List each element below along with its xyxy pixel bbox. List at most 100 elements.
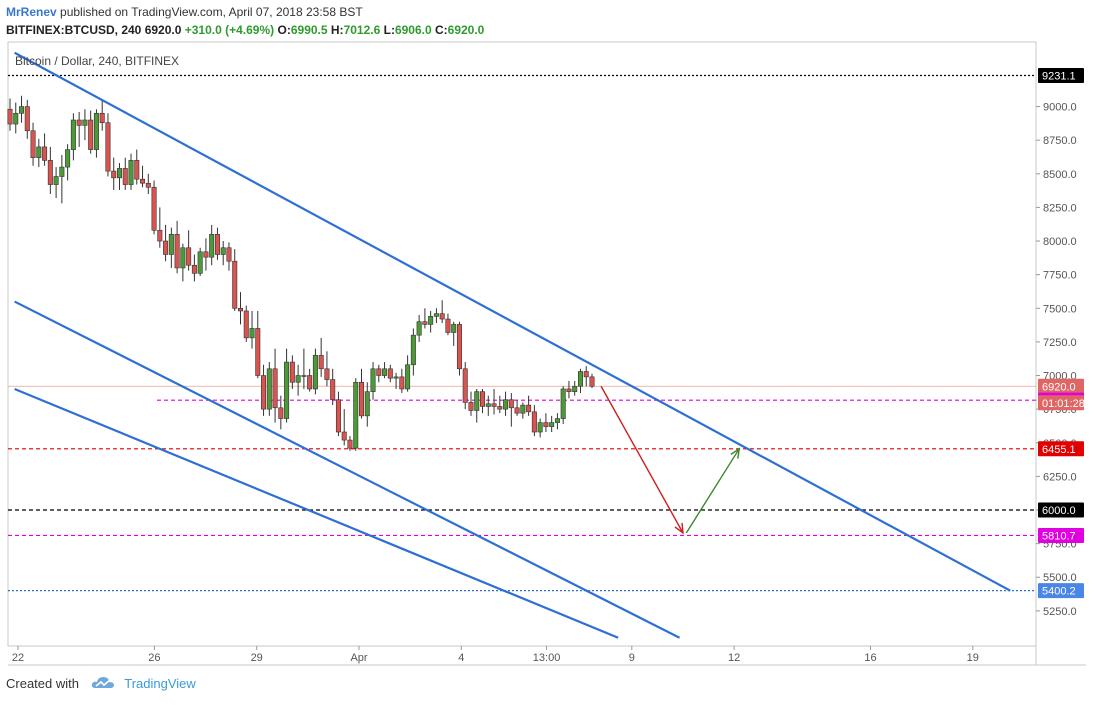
close-value: 6920.0 bbox=[447, 23, 485, 37]
price-level-lines bbox=[8, 74, 1036, 592]
candle-body bbox=[237, 307, 243, 312]
candle-body bbox=[19, 106, 25, 114]
price-tick-label: 7500.0 bbox=[1043, 303, 1077, 315]
candle-body bbox=[284, 361, 290, 419]
candle-body bbox=[341, 431, 347, 441]
candle-body bbox=[347, 439, 353, 449]
candle-body bbox=[301, 375, 307, 377]
candle-body bbox=[111, 170, 117, 179]
candle-body bbox=[7, 108, 13, 125]
time-tick-label: 29 bbox=[251, 652, 263, 664]
price-tag-bg bbox=[1038, 378, 1084, 394]
price-tick-label: 6250.0 bbox=[1043, 471, 1077, 483]
candle-body bbox=[47, 160, 53, 185]
price-tick-label: 5500.0 bbox=[1043, 572, 1077, 584]
candle-body bbox=[261, 375, 267, 410]
candle-body bbox=[330, 379, 336, 401]
candle-body bbox=[82, 119, 88, 126]
channel-line bbox=[14, 300, 681, 639]
price-tag-bg bbox=[1038, 527, 1084, 543]
candle-body bbox=[266, 368, 272, 410]
candle-body bbox=[116, 168, 122, 179]
author-link[interactable]: MrRenev bbox=[6, 5, 57, 19]
candle-body bbox=[249, 328, 255, 339]
candle-body bbox=[163, 240, 169, 255]
candle-body bbox=[180, 247, 186, 269]
candle-body bbox=[318, 355, 324, 370]
candle-body bbox=[543, 422, 549, 427]
candle-body bbox=[589, 376, 595, 387]
candle-body bbox=[520, 404, 526, 414]
candle-body bbox=[428, 316, 434, 325]
candle-body bbox=[53, 176, 59, 185]
forecast-arrow-head bbox=[730, 447, 741, 459]
candle-body bbox=[335, 399, 341, 433]
candle-body bbox=[508, 399, 514, 409]
created-with-label: Created with bbox=[6, 676, 79, 691]
publish-line: MrRenev published on TradingView.com, Ap… bbox=[6, 5, 363, 19]
time-tick-label: 26 bbox=[148, 652, 160, 664]
time-tick-label: 12 bbox=[728, 652, 740, 664]
candle-body bbox=[554, 418, 560, 423]
candle-body bbox=[324, 368, 330, 380]
footer: Created with TradingView bbox=[6, 676, 196, 693]
candle-body bbox=[312, 355, 318, 390]
candle-body bbox=[186, 247, 192, 266]
candle-body bbox=[42, 146, 48, 161]
time-tick-label: 19 bbox=[967, 652, 979, 664]
candle-body bbox=[134, 160, 140, 180]
candle-body bbox=[514, 407, 520, 414]
candle-body bbox=[197, 251, 203, 274]
candle-body bbox=[307, 375, 313, 390]
candles bbox=[7, 95, 595, 451]
candle-body bbox=[226, 247, 232, 262]
candle-body bbox=[295, 375, 301, 383]
time-axis: 22 26 29 Apr 4 13:00 9 12 16 19 bbox=[12, 646, 979, 664]
candle-body bbox=[140, 178, 146, 184]
candle-body bbox=[364, 391, 370, 417]
candle-body bbox=[122, 168, 128, 185]
forecast-arrow-head bbox=[674, 522, 684, 535]
tradingview-link[interactable]: TradingView bbox=[124, 676, 196, 691]
candle-body bbox=[59, 166, 65, 177]
candle-body bbox=[560, 388, 566, 419]
price-change: +310.0 (+4.69%) bbox=[184, 23, 275, 37]
candle-body bbox=[577, 371, 583, 387]
candle-body bbox=[416, 321, 422, 336]
candle-body bbox=[387, 368, 393, 379]
candle-body bbox=[382, 368, 388, 376]
high-value: 7012.6 bbox=[343, 23, 381, 37]
price-tag-bg bbox=[1038, 502, 1084, 518]
candle-body bbox=[405, 364, 411, 390]
ohlc-line: BITFINEX:BTCUSD, 240 6920.0 +310.0 (+4.6… bbox=[6, 23, 484, 37]
candle-body bbox=[549, 422, 555, 427]
price-tag-label: 5400.2 bbox=[1042, 586, 1076, 598]
candle-body bbox=[145, 182, 151, 188]
price-tick-label: 8750.0 bbox=[1043, 135, 1077, 147]
symbol-label: BITFINEX:BTCUSD, 240 bbox=[6, 23, 142, 37]
price-tag-label: 6455.1 bbox=[1042, 444, 1076, 456]
candle-body bbox=[168, 234, 174, 255]
price-tick-label: 8500.0 bbox=[1043, 169, 1077, 181]
candle-body bbox=[456, 324, 462, 370]
forecast-arrow-line bbox=[685, 448, 740, 534]
close-label: C: bbox=[434, 23, 448, 37]
candle-body bbox=[359, 381, 365, 417]
candle-body bbox=[451, 324, 457, 333]
time-tick-label: 22 bbox=[12, 652, 24, 664]
candle-body bbox=[433, 313, 439, 317]
price-tag-label: 5810.7 bbox=[1042, 530, 1076, 542]
candle-body bbox=[243, 310, 249, 339]
candle-body bbox=[76, 119, 82, 126]
candle-body bbox=[128, 160, 134, 185]
candle-body bbox=[439, 313, 445, 320]
high-label: H: bbox=[330, 23, 344, 37]
candle-body bbox=[70, 119, 76, 150]
candle-body bbox=[376, 368, 382, 376]
candle-body bbox=[65, 149, 71, 168]
candle-body bbox=[157, 229, 163, 242]
price-tick-label: 8000.0 bbox=[1043, 236, 1077, 248]
price-tags: 9231.16920.06816.601:01:286455.16000.058… bbox=[1038, 67, 1085, 599]
